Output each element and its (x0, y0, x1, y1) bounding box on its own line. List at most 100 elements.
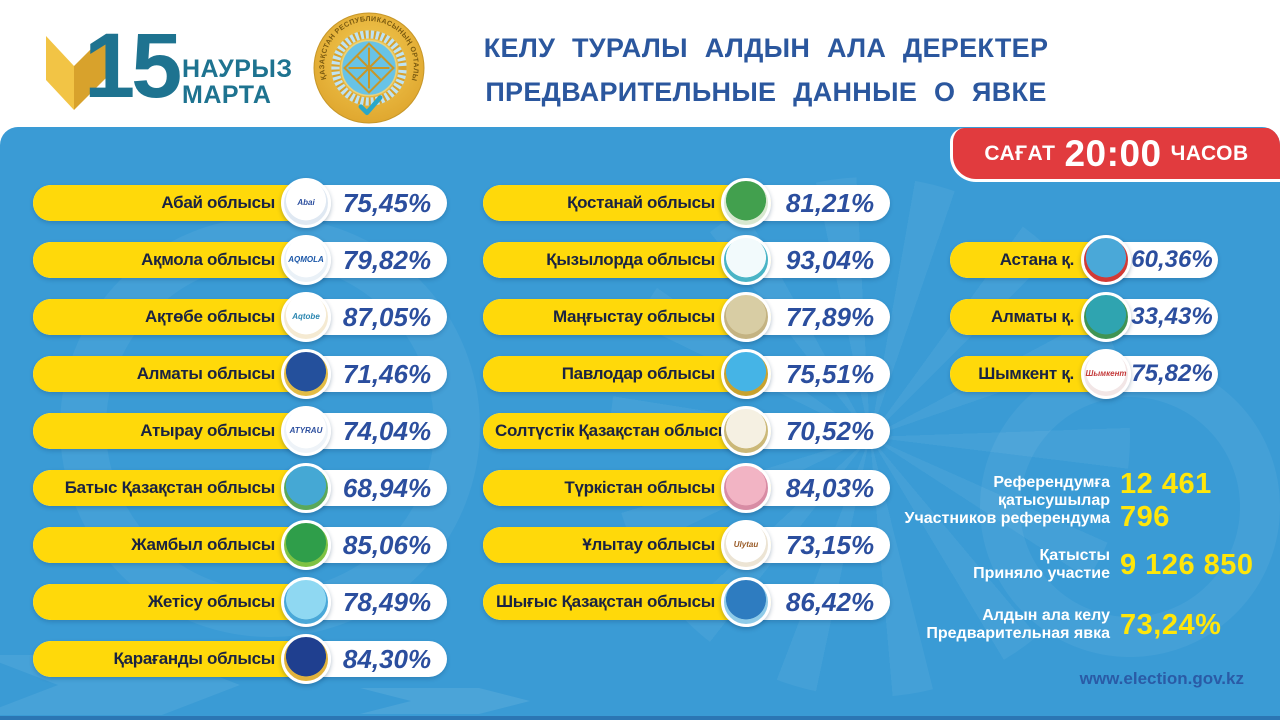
summary-label: Референдумға қатысушылар Участников рефе… (878, 474, 1120, 528)
region-emblem-text: Ulytau (733, 540, 759, 549)
turnout-value: 87,05% (342, 302, 432, 332)
region-emblem-icon: ATYRAU (281, 406, 331, 456)
region-name: Батыс Қазақстан облысы (64, 478, 276, 497)
city-name: Шымкент қ. (978, 364, 1074, 383)
region-emblem-icon (721, 178, 771, 228)
turnout-value: 93,04% (785, 245, 875, 275)
city-row: Алматы қ. 33,43% (950, 292, 1218, 342)
city-emblem-icon: Шымкент (1081, 349, 1131, 399)
time-badge-time: 20:00 (1064, 132, 1162, 174)
checkmark-icon (46, 34, 106, 110)
summary-label-ru: Участников референдума (904, 510, 1110, 527)
date-month-kk: НАУРЫЗ (182, 55, 293, 83)
date-day: 15 (84, 15, 182, 117)
region-name-pill (33, 584, 329, 620)
region-name: Алматы облысы (136, 364, 276, 383)
region-emblem-icon (281, 634, 331, 684)
page-title-kk: КЕЛУ ТУРАЛЫ АЛДЫН АЛА ДЕРЕКТЕР (483, 33, 1049, 63)
region-row: Ақмола облысы AQMOLA 79,82% (33, 235, 447, 285)
city-row: Шымкент қ. Шымкент 75,82% (950, 349, 1218, 399)
city-row: Астана қ. 60,36% (950, 235, 1218, 285)
region-emblem-icon (281, 463, 331, 513)
summary-label: Алдын ала келу Предварительная явка (878, 607, 1120, 643)
summary-label-ru: Предварительная явка (926, 625, 1110, 642)
city-emblem-text: Шымкент (1085, 369, 1127, 378)
turnout-value: 77,89% (785, 302, 875, 332)
region-row: Атырау облысы ATYRAU 74,04% (33, 406, 447, 456)
summary-row: Алдын ала келу Предварительная явка 73,2… (878, 607, 1270, 643)
region-emblem-icon (281, 520, 331, 570)
region-row: Жетісу облысы 78,49% (33, 577, 447, 627)
region-row: Батыс Қазақстан облысы 68,94% (33, 463, 447, 513)
region-name: Қостанай облысы (567, 193, 715, 212)
region-emblem-text: ATYRAU (289, 426, 323, 435)
region-name-pill (33, 527, 329, 563)
header-bar: 15 НАУРЫЗ МАРТА ҚАЗАҚСТАН РЕСПУБЛИКАСЫНЫ… (0, 0, 1280, 127)
summary-label: Қатысты Приняло участие (878, 547, 1120, 583)
region-emblem-icon (281, 349, 331, 399)
region-row: Абай облысы Abai 75,45% (33, 178, 447, 228)
region-name-pill (33, 242, 329, 278)
region-name: Жамбыл облысы (131, 535, 275, 554)
summary-label-kk: Алдын ала келу (982, 607, 1110, 624)
turnout-value: 74,04% (342, 416, 432, 446)
summary-stats: Референдумға қатысушылар Участников рефе… (878, 468, 1270, 643)
turnout-value: 60,36% (1131, 246, 1213, 273)
city-name: Алматы қ. (991, 307, 1074, 326)
region-row: Павлодар облысы 75,51% (483, 349, 890, 399)
region-emblem-icon (721, 292, 771, 342)
region-name: Түркістан облысы (564, 478, 715, 497)
website-url: www.election.gov.kz (1079, 669, 1244, 688)
cities-column: Астана қ. 60,36% Алматы қ. 33,43% Шымкен… (950, 235, 1218, 413)
region-name: Шығыс Қазақстан облысы (496, 592, 715, 611)
region-emblem-icon (721, 577, 771, 627)
turnout-value: 84,03% (785, 473, 875, 503)
region-emblem-icon (721, 349, 771, 399)
region-name: Ұлытау облысы (582, 535, 715, 554)
regions-column-middle: Қостанай облысы 81,21% Қызылорда облысы … (483, 178, 890, 641)
summary-value: 73,24% (1120, 608, 1222, 641)
turnout-value: 75,82% (1131, 360, 1213, 387)
city-emblem-icon (1081, 292, 1131, 342)
turnout-value: 81,21% (785, 188, 875, 218)
region-emblem-icon (721, 406, 771, 456)
page-title-ru: ПРЕДВАРИТЕЛЬНЫЕ ДАННЫЕ О ЯВКЕ (485, 77, 1047, 107)
region-name: Ақмола облысы (141, 250, 275, 269)
turnout-value: 75,51% (785, 359, 875, 389)
turnout-value: 84,30% (342, 644, 432, 674)
region-name: Ақтөбе облысы (144, 307, 275, 326)
region-row: Қостанай облысы 81,21% (483, 178, 890, 228)
region-name: Жетісу облысы (147, 592, 275, 611)
region-name-pill (33, 470, 329, 506)
region-row: Алматы облысы 71,46% (33, 349, 447, 399)
region-name-pill (33, 413, 329, 449)
region-name: Абай облысы (161, 193, 275, 212)
referendum-commission-seal-icon: ҚАЗАҚСТАН РЕСПУБЛИКАСЫНЫҢ ОРТАЛЫҚ РЕФЕРЕ… (313, 12, 425, 124)
region-name: Қызылорда облысы (546, 250, 715, 269)
regions-column-left: Абай облысы Abai 75,45% Ақмола облысы AQ… (33, 178, 447, 698)
summary-label-kk: Қатысты (1039, 547, 1110, 564)
turnout-value: 71,46% (342, 359, 432, 389)
region-row: Ұлытау облысы Ulytau 73,15% (483, 520, 890, 570)
region-name: Маңғыстау облысы (552, 307, 715, 326)
turnout-value: 86,42% (785, 587, 875, 617)
summary-label-kk: Референдумға қатысушылар (993, 474, 1110, 509)
date-month-ru: МАРТА (182, 81, 272, 109)
region-name-pill (33, 641, 329, 677)
region-name: Павлодар облысы (561, 364, 716, 383)
region-row: Маңғыстау облысы 77,89% (483, 292, 890, 342)
region-name: Солтүстік Қазақстан облысы (495, 421, 732, 440)
region-emblem-icon: Aqtobe (281, 292, 331, 342)
region-row: Жамбыл облысы 85,06% (33, 520, 447, 570)
turnout-value: 73,15% (785, 530, 875, 560)
region-name-pill (33, 356, 329, 392)
region-emblem-icon (721, 235, 771, 285)
region-emblem-icon: AQMOLA (281, 235, 331, 285)
time-badge-label-ru: ЧАСОВ (1170, 141, 1249, 165)
region-emblem-text: Abai (297, 198, 315, 207)
region-emblem-icon: Ulytau (721, 520, 771, 570)
region-emblem-text: AQMOLA (288, 255, 324, 264)
region-row: Солтүстік Қазақстан облысы 70,52% (483, 406, 890, 456)
region-emblem-text: Aqtobe (292, 312, 320, 321)
summary-label-ru: Приняло участие (973, 565, 1110, 582)
